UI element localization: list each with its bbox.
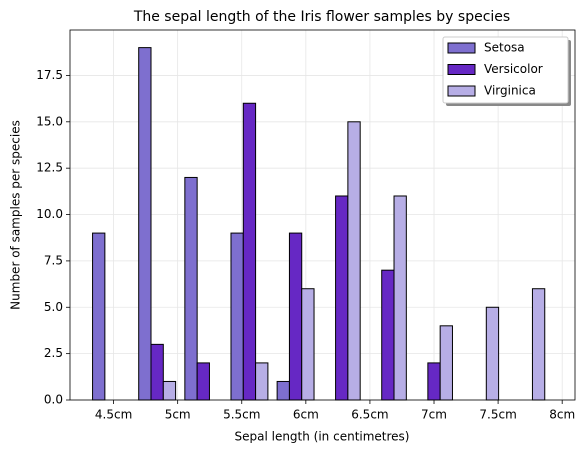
legend-label: Versicolor	[484, 62, 543, 76]
y-tick-label: 0.0	[44, 393, 63, 407]
bar	[393, 195, 407, 401]
x-tick-label: 6.5cm	[351, 408, 388, 422]
bar	[531, 288, 546, 401]
bar	[150, 343, 164, 401]
legend-swatch	[447, 42, 476, 54]
y-tick-label: 12.5	[36, 161, 63, 175]
bar	[301, 288, 315, 401]
x-tick-label: 4.5cm	[95, 408, 132, 422]
bar	[381, 269, 395, 401]
bar	[92, 232, 106, 401]
y-tick-label: 10.0	[36, 207, 63, 221]
legend-label: Setosa	[484, 41, 525, 55]
bar	[184, 176, 198, 401]
x-axis-label: Sepal length (in centimetres)	[234, 430, 409, 444]
x-tick-label: 7cm	[421, 408, 447, 422]
bar	[485, 306, 500, 401]
bar	[335, 195, 349, 401]
y-tick-label: 7.5	[44, 253, 63, 267]
bar	[196, 362, 210, 401]
bar	[276, 380, 290, 401]
y-tick-label: 2.5	[44, 346, 63, 360]
plot-frame	[69, 29, 576, 401]
legend-label: Virginica	[484, 84, 536, 98]
bar	[138, 47, 152, 401]
x-tick-label: 5.5cm	[223, 408, 260, 422]
x-tick-label: 6cm	[293, 408, 319, 422]
bar	[427, 362, 441, 401]
legend-swatch	[447, 85, 476, 97]
y-axis-label: Number of samples per species	[9, 120, 23, 310]
bar	[347, 121, 361, 401]
x-tick-label: 5cm	[165, 408, 191, 422]
x-tick-label: 8cm	[549, 408, 575, 422]
bar	[439, 325, 453, 401]
legend-swatch	[447, 64, 476, 75]
chart-title: The sepal length of the Iris flower samp…	[133, 9, 510, 25]
y-tick-label: 5.0	[44, 300, 63, 314]
bar	[162, 380, 177, 401]
bar	[255, 362, 269, 401]
y-tick-label: 15.0	[36, 114, 63, 128]
bar	[242, 102, 257, 401]
y-tick-label: 17.5	[36, 68, 63, 82]
x-tick-label: 7.5cm	[479, 408, 516, 422]
bar	[230, 232, 244, 401]
bar	[288, 232, 303, 401]
